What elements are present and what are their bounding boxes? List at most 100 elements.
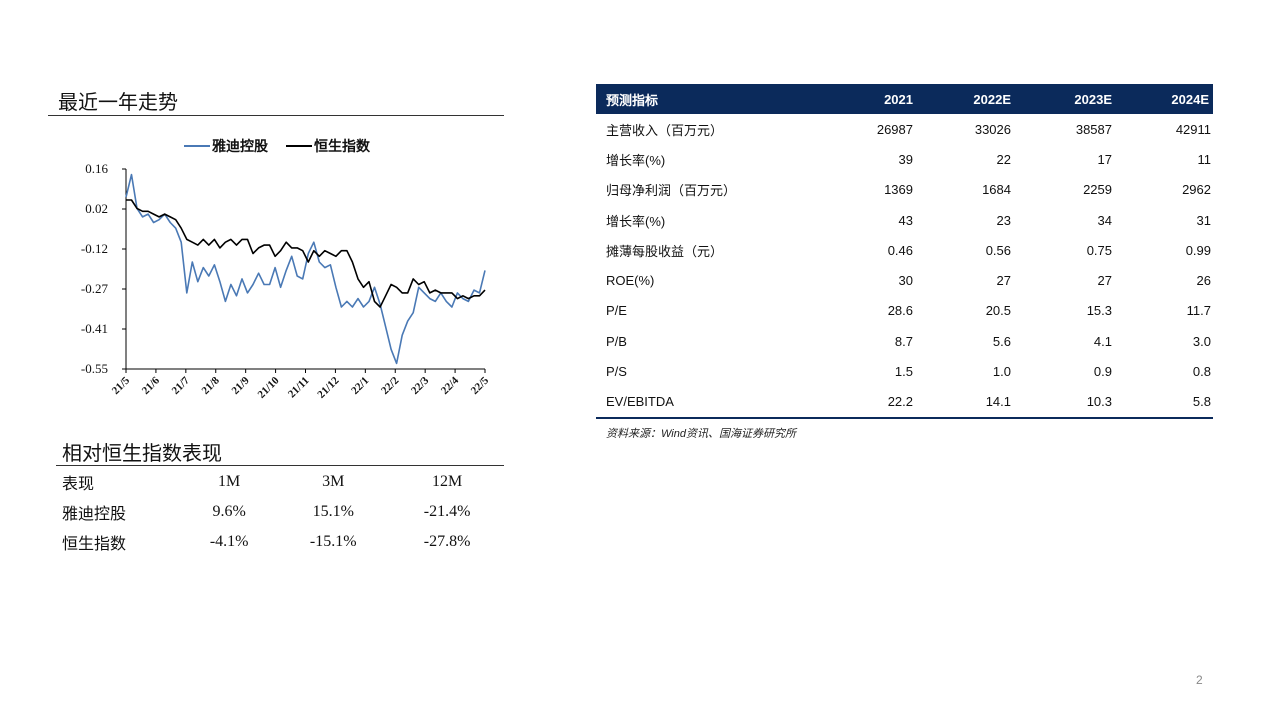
chart-title-divider (48, 115, 504, 116)
table-row: P/E 28.6 20.5 15.3 11.7 (596, 296, 1213, 326)
y-tick-label: 0.16 (85, 161, 108, 176)
y-tick-label: -0.41 (81, 321, 108, 336)
header-cell: 2022E (913, 84, 1011, 114)
value-cell: 15.1% (312, 503, 354, 520)
header-cell: 3M (322, 473, 345, 490)
x-tick-label: 21/12 (315, 374, 342, 401)
value-cell: 5.8 (1112, 386, 1213, 419)
value-cell: -27.8% (423, 533, 471, 550)
performance-section-title: 相对恒生指数表现 (62, 443, 222, 465)
x-tick-label: 21/6 (140, 374, 163, 397)
x-tick-label: 21/7 (170, 374, 193, 397)
series-line-yadea (125, 173, 486, 365)
x-tick-label: 22/3 (409, 374, 432, 397)
table-row: EV/EBITDA 22.2 14.1 10.3 5.8 (596, 386, 1213, 419)
table-row: 增长率(%) 39 22 17 11 (596, 144, 1213, 174)
header-cell: 1M (218, 473, 241, 490)
value-cell: 0.8 (1192, 364, 1211, 380)
header-cell: 12M (431, 473, 463, 490)
value-cell: 0.56 (985, 242, 1011, 258)
x-tick-label: 21/11 (286, 375, 312, 401)
value-cell: 26 (1196, 273, 1211, 289)
value-cell: 34 (1097, 212, 1112, 228)
forecast-table: 预测指标 2021 2022E 2023E 2024E 主营收入（百万元） 269… (596, 84, 1213, 419)
value-cell: 22.2 (796, 386, 913, 419)
page-number: 2 (1196, 673, 1203, 687)
value-cell: 26987 (876, 121, 913, 137)
row-label: 增长率(%) (606, 213, 666, 229)
value-cell: 10.3 (1011, 386, 1112, 419)
x-tick-label: 21/8 (200, 374, 223, 397)
x-tick-label: 21/9 (229, 374, 252, 397)
value-cell: 17 (1097, 151, 1112, 167)
row-label: EV/EBITDA (596, 386, 796, 419)
x-tick-label: 22/1 (349, 375, 371, 397)
table-row: 摊薄每股收益（元） 0.46 0.56 0.75 0.99 (596, 235, 1213, 265)
x-tick-label: 21/5 (110, 374, 133, 397)
value-cell: 38587 (1075, 121, 1112, 137)
performance-title-divider (56, 465, 504, 466)
value-cell: 9.6% (212, 503, 246, 520)
y-tick-label: 0.02 (85, 201, 108, 216)
table-row: 雅迪控股 9.6% 15.1% -21.4% (56, 497, 504, 527)
value-cell: 39 (898, 151, 913, 167)
value-cell: 42911 (1175, 121, 1211, 137)
value-cell: -21.4% (423, 503, 471, 520)
header-cell: 表现 (62, 476, 95, 493)
row-label: ROE(%) (606, 273, 655, 289)
table-row: P/B 8.7 5.6 4.1 3.0 (596, 326, 1213, 356)
value-cell: 33026 (974, 121, 1011, 137)
legend-label-yadea: 雅迪控股 (212, 138, 269, 154)
x-tick-label: 22/4 (439, 374, 462, 397)
value-cell: 8.7 (894, 333, 913, 349)
legend-label-hsi: 恒生指数 (314, 138, 371, 154)
row-label: 恒生指数 (62, 536, 127, 553)
row-label: 归母净利润（百万元） (606, 183, 737, 199)
value-cell: 3.0 (1192, 333, 1211, 349)
value-cell: 28.6 (887, 303, 913, 319)
table-row: ROE(%) 30 27 27 26 (596, 265, 1213, 295)
chart-legend: 雅迪控股 恒生指数 (184, 138, 371, 154)
value-cell: 30 (898, 273, 913, 289)
value-cell: 20.5 (985, 303, 1011, 319)
value-cell: -15.1% (309, 533, 357, 550)
source-note: 资料来源：Wind资讯、国海证券研究所 (606, 428, 796, 440)
header-cell: 2023E (1011, 84, 1112, 114)
value-cell: 23 (996, 212, 1011, 228)
value-cell: 4.1 (1093, 333, 1112, 349)
table-row: 增长率(%) 43 23 34 31 (596, 205, 1213, 235)
value-cell: 1369 (884, 182, 913, 198)
value-cell: 1.5 (894, 364, 913, 380)
value-cell: 43 (898, 212, 913, 228)
row-label: 增长率(%) (606, 152, 666, 168)
table-row: 归母净利润（百万元） 1369 1684 2259 2962 (596, 175, 1213, 205)
y-tick-label: -0.12 (81, 241, 108, 256)
x-tick-label: 22/5 (469, 374, 492, 397)
value-cell: 1.0 (992, 364, 1011, 380)
value-cell: 27 (996, 273, 1011, 289)
value-cell: 0.99 (1185, 242, 1211, 258)
value-cell: 2259 (1083, 182, 1112, 198)
table-header-row: 预测指标 2021 2022E 2023E 2024E (596, 84, 1213, 114)
value-cell: 5.6 (992, 333, 1011, 349)
x-tick-label: 22/2 (379, 374, 402, 397)
row-label: P/E (606, 303, 627, 319)
header-cell: 预测指标 (596, 84, 796, 114)
header-cell: 2024E (1112, 84, 1213, 114)
row-label: 雅迪控股 (62, 506, 127, 523)
header-cell: 2021 (796, 84, 913, 114)
value-cell: 11 (1197, 151, 1212, 167)
y-tick-label: -0.27 (81, 281, 109, 296)
row-label: 摊薄每股收益（元） (606, 243, 724, 259)
value-cell: 22 (996, 151, 1011, 167)
chart-section-title: 最近一年走势 (58, 92, 178, 114)
value-cell: 27 (1097, 273, 1112, 289)
value-cell: 2962 (1182, 182, 1211, 198)
table-row: 恒生指数 -4.1% -15.1% -27.8% (56, 527, 504, 557)
row-label: P/S (606, 364, 627, 380)
relative-performance-table: 表现 1M 3M 12M 雅迪控股 9.6% 15.1% -21.4% 恒生指数… (56, 467, 504, 557)
row-label: 主营收入（百万元） (606, 122, 724, 138)
row-label: P/B (606, 333, 627, 349)
value-cell: 0.75 (1086, 242, 1112, 258)
stock-trend-chart: 雅迪控股 恒生指数 0.16 0.02 -0.12 -0.27 -0.41 -0.55 2… (81, 138, 492, 401)
